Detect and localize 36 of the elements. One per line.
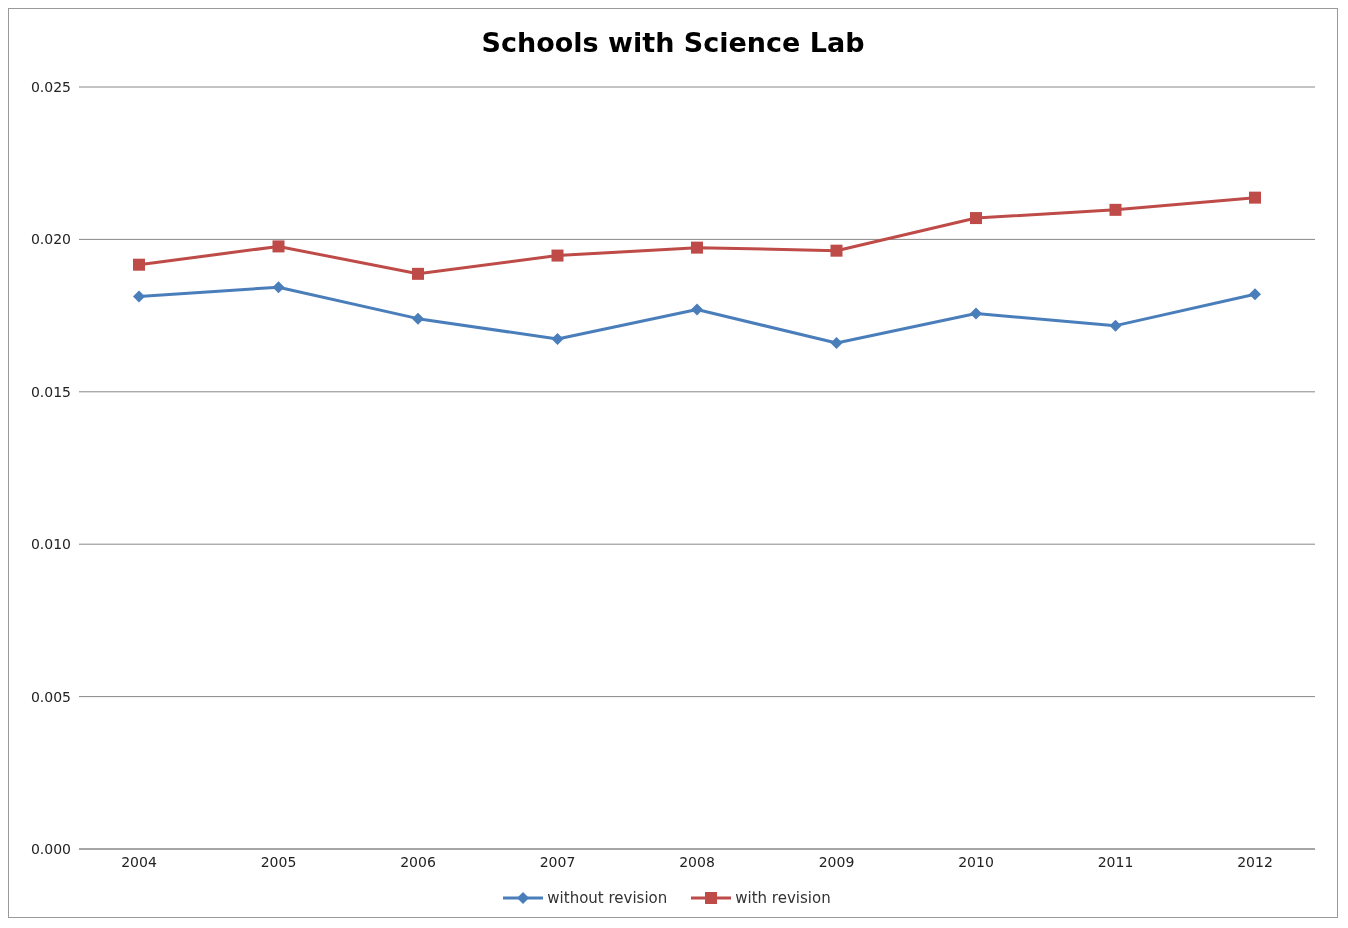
point (830, 244, 843, 257)
legend-label: with revision (734, 889, 831, 907)
point (272, 281, 285, 294)
x-tick-label: 2011 (1097, 853, 1134, 870)
x-tick-label: 2008 (679, 853, 715, 870)
point (551, 333, 564, 346)
y-tick-label: 0.025 (30, 78, 71, 95)
y-tick-label: 0.010 (30, 536, 71, 553)
x-tick-label: 2010 (958, 853, 994, 870)
x-tick-label: 2009 (818, 853, 855, 870)
point (691, 241, 703, 254)
point (412, 267, 424, 280)
point (970, 212, 982, 225)
point (133, 290, 145, 303)
legend-label: without revision (546, 889, 668, 907)
x-tick-label: 2004 (121, 853, 157, 870)
point (830, 337, 843, 350)
point (970, 307, 982, 320)
y-tick-label: 0.020 (30, 231, 71, 248)
x-tick-label: 2006 (400, 853, 436, 870)
point (1249, 288, 1261, 301)
y-tick-label: 0.000 (30, 840, 71, 857)
point (1249, 191, 1261, 204)
x-tick-label: 2005 (260, 853, 297, 870)
point (1109, 319, 1122, 332)
x-tick-label: 2012 (1237, 853, 1273, 870)
point (412, 312, 424, 325)
point (691, 303, 703, 316)
point (133, 258, 145, 271)
x-tick-label: 2007 (539, 853, 576, 870)
point (1109, 203, 1122, 216)
point (551, 249, 564, 262)
point (272, 240, 285, 253)
y-tick-label: 0.015 (30, 383, 71, 400)
chart-title: Schools with Science Lab (480, 27, 866, 60)
y-tick-label: 0.005 (30, 688, 71, 705)
